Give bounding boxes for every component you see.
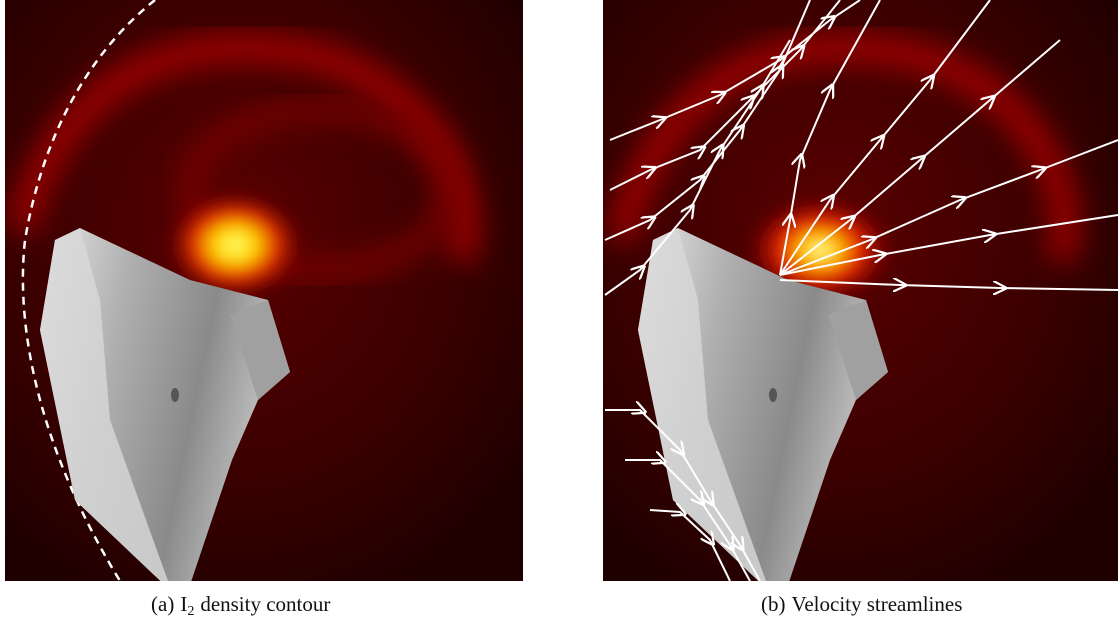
caption-label: (b) <box>761 592 786 616</box>
caption-text: I <box>180 592 188 616</box>
panel-a-image <box>5 0 523 581</box>
caption-subscript: 2 <box>187 604 195 619</box>
caption-text: density contour <box>200 592 331 616</box>
panel-b-image <box>603 0 1118 581</box>
caption-b: (b) Velocity streamlines <box>761 592 962 617</box>
caption-text: Velocity streamlines <box>791 592 963 616</box>
caption-a: (a) I2 density contour <box>151 592 330 620</box>
figure <box>5 0 1118 581</box>
caption-label: (a) <box>151 592 175 616</box>
